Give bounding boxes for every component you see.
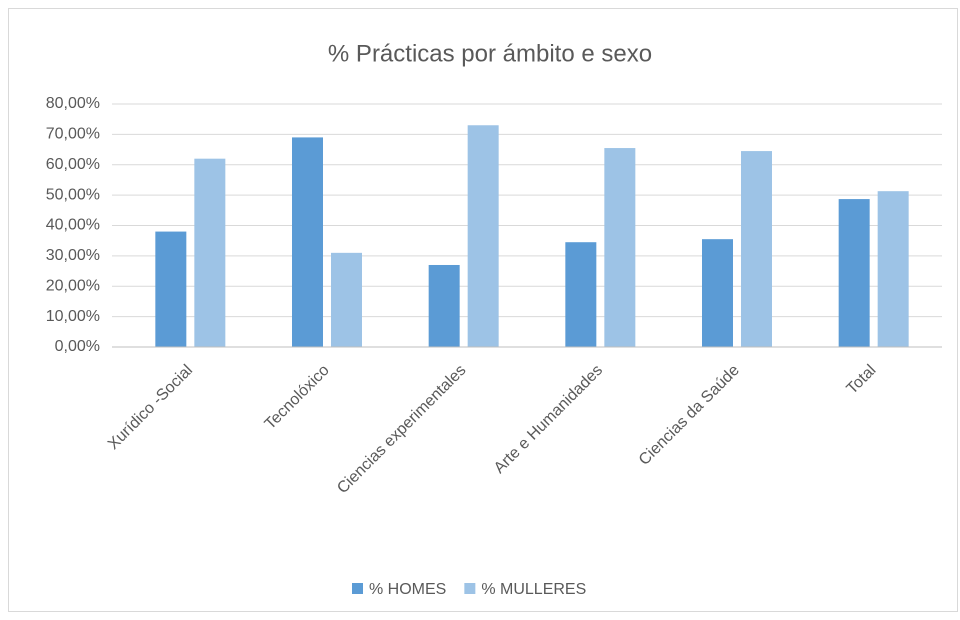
bar bbox=[428, 264, 460, 347]
bar bbox=[565, 242, 597, 347]
y-tick-label: 70,00% bbox=[46, 126, 100, 143]
y-tick-label: 0,00% bbox=[55, 338, 100, 355]
chart-title: % Prácticas por ámbito e sexo bbox=[328, 40, 652, 67]
y-tick-label: 60,00% bbox=[46, 156, 100, 173]
bar bbox=[155, 231, 187, 347]
bar bbox=[292, 137, 323, 347]
legend-swatch bbox=[464, 583, 476, 594]
y-tick-label: 40,00% bbox=[46, 217, 100, 234]
bar bbox=[741, 151, 772, 347]
bar bbox=[467, 125, 499, 347]
bar bbox=[838, 199, 870, 347]
bar bbox=[702, 239, 733, 347]
bar bbox=[331, 252, 362, 347]
y-tick-label: 50,00% bbox=[46, 186, 100, 203]
legend-label: % HOMES bbox=[369, 581, 446, 598]
bar bbox=[877, 191, 909, 347]
bar bbox=[604, 148, 636, 347]
bar bbox=[194, 158, 226, 347]
y-tick-label: 30,00% bbox=[46, 247, 100, 264]
y-tick-label: 20,00% bbox=[46, 277, 100, 294]
y-tick-label: 10,00% bbox=[46, 308, 100, 325]
y-tick-label: 80,00% bbox=[46, 95, 100, 112]
legend-label: % MULLERES bbox=[481, 581, 586, 598]
legend-swatch bbox=[352, 583, 363, 594]
